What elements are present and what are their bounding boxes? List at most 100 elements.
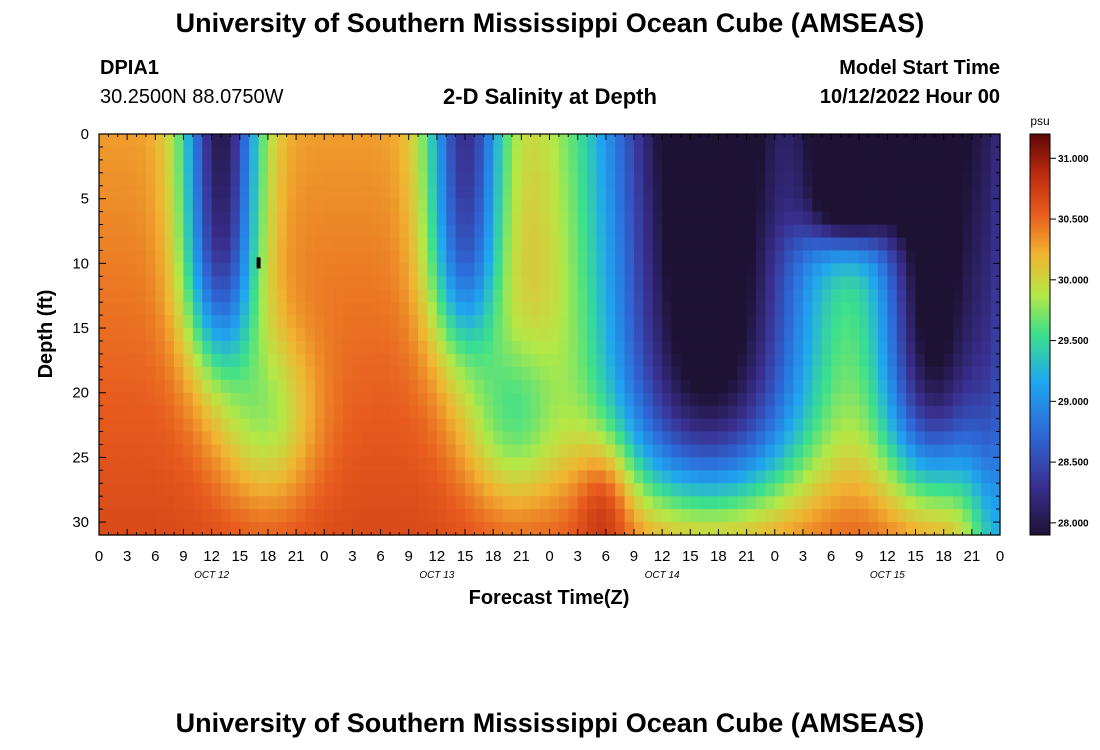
heatmap-cell [981,224,992,239]
heatmap-cell [446,224,457,239]
heatmap-cell [877,224,888,239]
heatmap-cell [333,276,344,290]
heatmap-cell [202,353,213,368]
heatmap-cell [108,509,119,523]
heatmap-cell [831,198,842,213]
heatmap-cell [558,328,569,342]
heatmap-cell [868,159,879,174]
heatmap-cell [399,172,410,187]
chart-title-repeat: University of Southern Mississippi Ocean… [175,708,925,738]
heatmap-cell [549,134,560,148]
heatmap-cell [127,418,138,433]
heatmap-cell [793,315,804,329]
heatmap-cell [380,340,391,355]
heatmap-cell [868,522,879,536]
heatmap-cell [202,328,213,342]
heatmap-cell [99,457,109,471]
heatmap-cell [849,444,860,458]
heatmap-cell [699,302,710,316]
heatmap-cell [371,224,382,239]
heatmap-cell [671,328,682,342]
heatmap-cell [812,457,823,471]
heatmap-cell [474,353,485,368]
heatmap-cell [136,134,147,148]
heatmap-cell [671,379,682,394]
heatmap-cell [540,134,551,148]
heatmap-cell [296,237,307,252]
heatmap-cell [690,340,701,355]
heatmap-cell [296,224,307,239]
heatmap-cell [990,431,1001,446]
heatmap-cell [605,418,616,433]
heatmap-cell [971,418,982,433]
heatmap-cell [849,522,860,536]
heatmap-cell [596,328,607,342]
heatmap-cell [324,263,335,277]
heatmap-cell [202,509,213,523]
heatmap-cell [868,328,879,342]
heatmap-cell [812,470,823,484]
heatmap-cell [483,522,494,536]
heatmap-cell [577,470,588,484]
heatmap-cell [652,315,663,329]
heatmap-cell [258,302,269,316]
heatmap-cell [493,302,504,316]
heatmap-cell [896,224,907,239]
heatmap-cell [624,444,635,458]
heatmap-cell [145,405,156,420]
heatmap-cell [671,353,682,368]
heatmap-cell [305,431,316,446]
heatmap-cell [540,250,551,264]
x-tick-label: 18 [710,548,727,565]
heatmap-cell [239,328,250,342]
heatmap-cell [314,444,325,458]
heatmap-cell [202,405,213,420]
heatmap-cell [502,444,513,458]
heatmap-cell [774,198,785,213]
heatmap-cell [737,302,748,316]
heatmap-cell [183,198,194,213]
heatmap-cell [615,470,626,484]
heatmap-cell [521,496,532,510]
heatmap-cell [727,509,738,523]
heatmap-cell [812,431,823,446]
heatmap-cell [831,211,842,226]
heatmap-cell [774,522,785,536]
heatmap-cell [192,418,203,433]
heatmap-cell [877,198,888,213]
heatmap-cell [877,237,888,252]
heatmap-cell [230,353,241,368]
heatmap-cell [267,405,278,420]
heatmap-cell [455,302,466,316]
heatmap-cell [690,134,701,148]
heatmap-cell [211,315,222,329]
heatmap-cell [221,340,231,355]
heatmap-cell [380,509,391,523]
heatmap-cell [230,134,241,148]
heatmap-cell [577,250,588,264]
heatmap-cell [493,405,504,420]
heatmap-cell [389,444,400,458]
heatmap-cell [849,392,860,407]
heatmap-cell [267,315,278,329]
heatmap-cell [624,276,635,290]
heatmap-cell [793,431,804,446]
heatmap-cell [812,328,823,342]
heatmap-cell [821,392,832,407]
heatmap-cell [530,211,541,226]
heatmap-cell [127,379,138,394]
heatmap-cell [333,353,344,368]
heatmap-cell [502,509,513,523]
heatmap-cell [765,250,776,264]
heatmap-cell [145,198,156,213]
heatmap-cell [765,444,776,458]
heatmap-cell [896,340,907,355]
heatmap-cell [136,185,147,200]
heatmap-cell [174,211,185,226]
heatmap-cell [427,431,438,446]
heatmap-cell [371,340,382,355]
heatmap-cell [117,211,128,226]
heatmap-cell [380,366,391,381]
heatmap-cell [389,250,400,264]
heatmap-cell [277,509,288,523]
